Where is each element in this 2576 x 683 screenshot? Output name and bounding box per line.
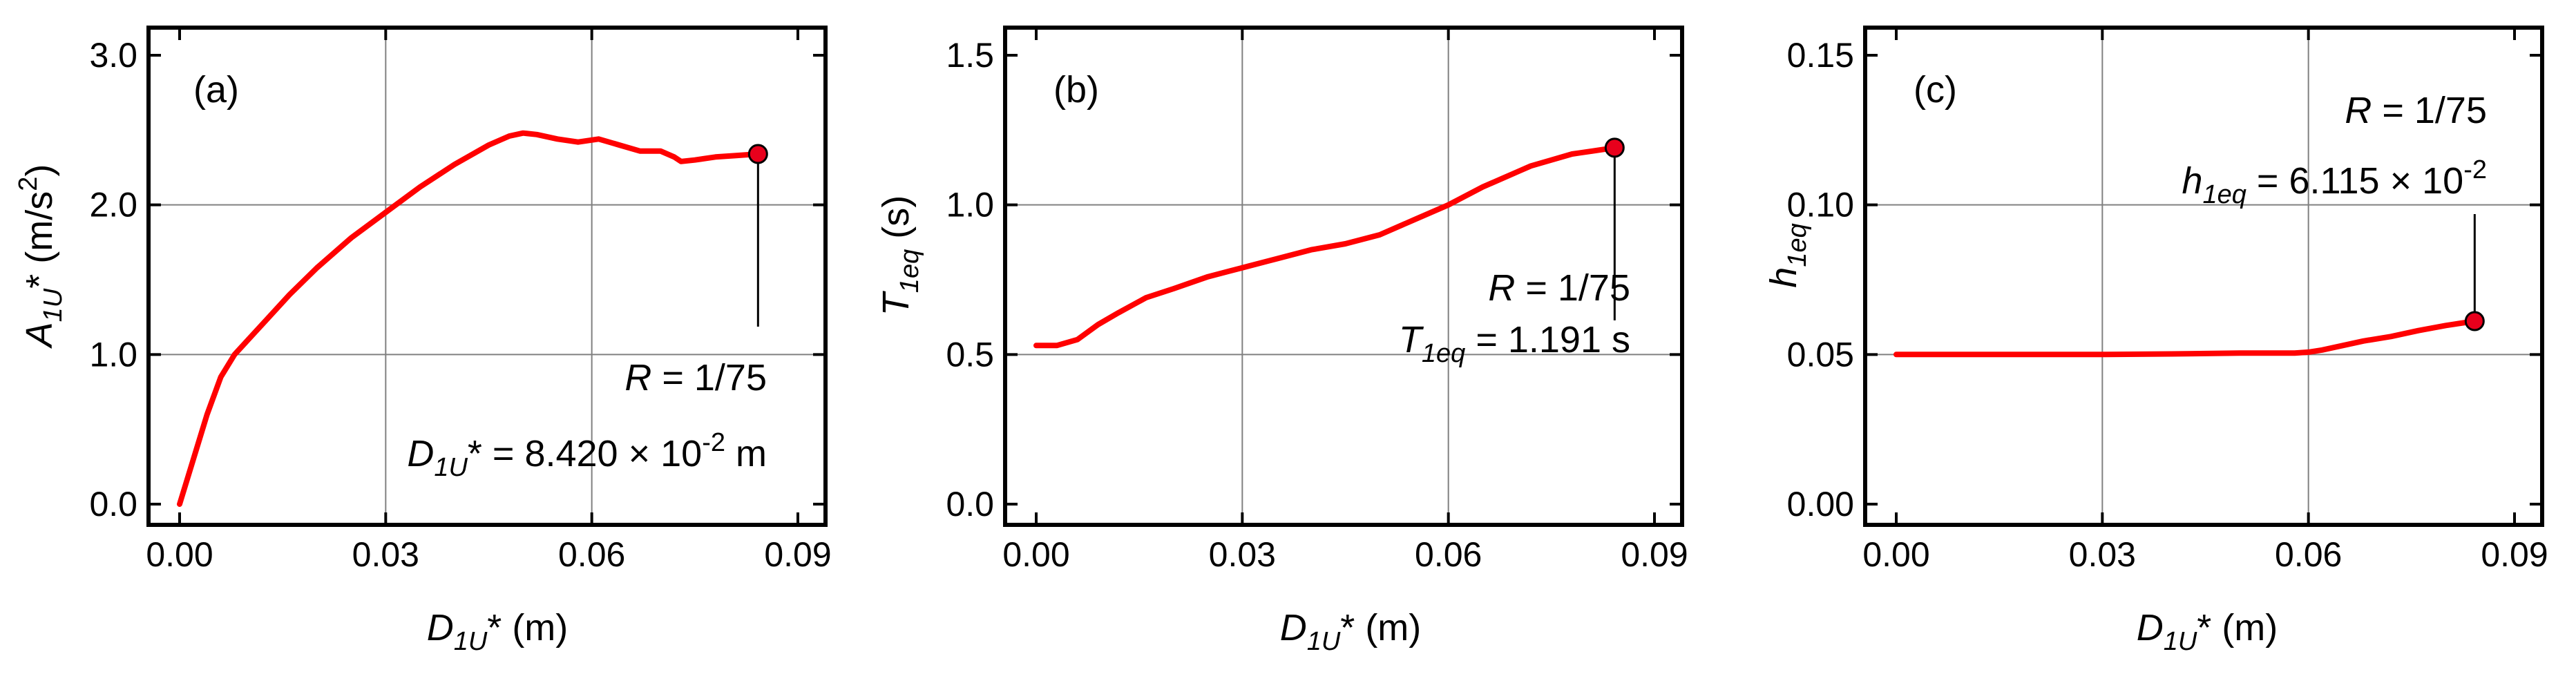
end-marker-c bbox=[2464, 311, 2485, 331]
annotation-r-b: R = 1/75 bbox=[1488, 267, 1630, 309]
x-label-sub-c: 1U bbox=[2164, 627, 2197, 656]
series-line-b-0 bbox=[1033, 144, 1618, 349]
plot-frame-a bbox=[146, 26, 828, 527]
x-axis-label-c: D1U* (m) bbox=[2137, 607, 2278, 656]
y-tick-label-c-0: 0.00 bbox=[1787, 485, 1854, 523]
x-label-tail-c: * (m) bbox=[2197, 607, 2278, 648]
annotation-value-main-b: T bbox=[1399, 319, 1424, 360]
y-tick-label-a-3: 3.0 bbox=[89, 36, 137, 75]
y-tick-label-b-2: 1.0 bbox=[946, 186, 994, 224]
x-label-main-c: D bbox=[2137, 607, 2164, 648]
x-axis-label-a: D1U* (m) bbox=[427, 607, 569, 656]
annotation-r-value-b: = 1/75 bbox=[1515, 267, 1630, 309]
panel-label-a: (a) bbox=[193, 69, 239, 110]
y-label-main-b: T bbox=[875, 290, 917, 316]
annotation-r-value-a: = 1/75 bbox=[651, 357, 767, 398]
x-tick-label-a-0: 0.00 bbox=[146, 535, 213, 574]
annotation-value-sub-c: 1eq bbox=[2203, 180, 2246, 209]
x-tick-label-b-1: 0.03 bbox=[1209, 535, 1276, 574]
x-label-tail-b: * (m) bbox=[1340, 607, 1421, 648]
x-tick-label-a-1: 0.03 bbox=[352, 535, 419, 574]
y-label-sup-a: 2 bbox=[14, 177, 43, 191]
annotation-value-main-a: D bbox=[407, 433, 434, 474]
x-tick-label-a-3: 0.09 bbox=[764, 535, 831, 574]
end-marker-a bbox=[747, 144, 768, 164]
x-tick-label-a-2: 0.06 bbox=[558, 535, 625, 574]
x-tick-label-b-2: 0.06 bbox=[1415, 535, 1482, 574]
y-tick-label-b-0: 0.0 bbox=[946, 485, 994, 523]
annotation-r-prefix-b: R bbox=[1488, 267, 1515, 309]
y-tick-label-a-0: 0.0 bbox=[89, 485, 137, 523]
plot-area-a: 0.00 0.03 0.06 0.09 0.0 1.0 2.0 3.0 bbox=[89, 26, 832, 574]
y-label-tail-a: * (m/s bbox=[19, 191, 60, 289]
y-tick-label-c-3: 0.15 bbox=[1787, 36, 1854, 75]
plot-frame-c bbox=[1863, 26, 2544, 527]
annotation-value-tail-a: * = 8.420 × 10 bbox=[468, 433, 702, 474]
y-label-sub-c: 1eq bbox=[1783, 223, 1812, 267]
annotation-value-tail-b: = 1.191 s bbox=[1465, 319, 1630, 360]
annotation-value-tail-c: = 6.115 × 10 bbox=[2246, 160, 2463, 202]
x-tick-label-c-2: 0.06 bbox=[2275, 535, 2342, 574]
y-tick-label-c-1: 0.05 bbox=[1787, 335, 1854, 374]
x-tick-label-c-1: 0.03 bbox=[2069, 535, 2136, 574]
annotation-value-sup-c: -2 bbox=[2463, 155, 2487, 184]
plot-area-c: 0.00 0.03 0.06 0.09 0.00 0.05 0.10 0.15 bbox=[1787, 26, 2548, 574]
y-tick-label-b-1: 0.5 bbox=[946, 335, 994, 374]
x-tick-label-b-3: 0.09 bbox=[1621, 535, 1688, 574]
plot-area-b: 0.00 0.03 0.06 0.09 0.0 0.5 1.0 1.5 bbox=[946, 26, 1688, 574]
y-tick-label-b-3: 1.5 bbox=[946, 36, 994, 75]
annotation-value-a: D1U* = 8.420 × 10-2 m bbox=[407, 428, 767, 482]
y-axis-label-b: T1eq (s) bbox=[875, 195, 924, 316]
annotation-r-prefix-c: R bbox=[2345, 90, 2372, 131]
annotation-r-value-c: = 1/75 bbox=[2372, 90, 2487, 131]
y-axis-label-c: h1eq bbox=[1763, 223, 1812, 287]
y-label-tail-b: (s) bbox=[875, 195, 917, 249]
annotation-r-a: R = 1/75 bbox=[624, 357, 767, 398]
x-label-main-b: D bbox=[1280, 607, 1307, 648]
panel-c: 0.00 0.03 0.06 0.09 0.00 0.05 0.10 0.15 (c) R =… bbox=[1763, 26, 2548, 656]
x-tick-label-c-3: 0.09 bbox=[2481, 535, 2548, 574]
y-axis-label-a: A1U* (m/s2) bbox=[14, 164, 68, 349]
annotation-value-main-c: h bbox=[2182, 160, 2202, 202]
y-label-main-a: A bbox=[19, 322, 60, 349]
y-tick-label-a-1: 1.0 bbox=[89, 335, 137, 374]
annotation-r-c: R = 1/75 bbox=[2345, 90, 2487, 131]
y-label-end-a: ) bbox=[19, 164, 60, 177]
series-line-c-0 bbox=[1893, 318, 2478, 358]
x-label-tail-a: * (m) bbox=[487, 607, 568, 648]
series-line-a-0 bbox=[177, 130, 761, 507]
annotation-value-sup-a: -2 bbox=[702, 428, 725, 457]
plot-frame-b bbox=[1003, 26, 1684, 527]
y-label-main-c: h bbox=[1763, 267, 1804, 288]
end-marker-b bbox=[1604, 137, 1625, 158]
annotation-value-unit-a: m bbox=[725, 433, 767, 474]
annotation-value-sub-a: 1U bbox=[434, 453, 468, 482]
x-axis-label-b: D1U* (m) bbox=[1280, 607, 1422, 656]
panel-b: 0.00 0.03 0.06 0.09 0.0 0.5 1.0 1.5 (b) R = 1/7… bbox=[875, 26, 1688, 656]
y-label-sub-b: 1eq bbox=[895, 249, 924, 293]
y-tick-label-c-2: 0.10 bbox=[1787, 186, 1854, 224]
y-tick-label-a-2: 2.0 bbox=[89, 186, 137, 224]
panel-a: 0.00 0.03 0.06 0.09 0.0 1.0 2.0 3.0 (a) R = 1/7… bbox=[14, 26, 832, 656]
annotation-value-sub-b: 1eq bbox=[1422, 339, 1465, 368]
annotation-value-b: T1eq = 1.191 s bbox=[1399, 319, 1630, 368]
annotation-value-c: h1eq = 6.115 × 10-2 bbox=[2182, 155, 2487, 209]
x-label-main-a: D bbox=[427, 607, 454, 648]
x-tick-label-b-0: 0.00 bbox=[1002, 535, 1069, 574]
x-label-sub-b: 1U bbox=[1307, 627, 1341, 656]
x-tick-label-c-0: 0.00 bbox=[1862, 535, 1929, 574]
annotation-r-prefix-a: R bbox=[624, 357, 651, 398]
x-label-sub-a: 1U bbox=[454, 627, 488, 656]
panel-label-c: (c) bbox=[1914, 69, 1957, 110]
y-label-sub-a: 1U bbox=[39, 288, 68, 322]
panel-label-b: (b) bbox=[1053, 69, 1099, 110]
